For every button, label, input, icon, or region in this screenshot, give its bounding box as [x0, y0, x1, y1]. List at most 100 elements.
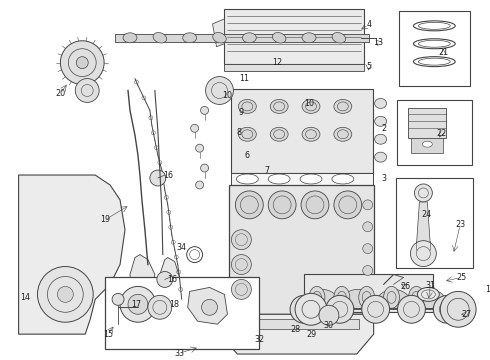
Polygon shape — [220, 314, 374, 354]
Circle shape — [268, 191, 296, 219]
Ellipse shape — [268, 174, 290, 184]
Circle shape — [363, 244, 373, 253]
Text: 9: 9 — [239, 108, 244, 117]
Ellipse shape — [309, 287, 325, 308]
Circle shape — [38, 266, 93, 322]
Text: 20: 20 — [55, 89, 66, 98]
Text: 16: 16 — [163, 171, 173, 180]
Circle shape — [191, 124, 198, 132]
Text: 6: 6 — [245, 150, 250, 159]
Text: 23: 23 — [455, 220, 465, 229]
Ellipse shape — [375, 98, 387, 108]
Ellipse shape — [375, 134, 387, 144]
Ellipse shape — [153, 32, 167, 43]
Polygon shape — [160, 257, 180, 307]
Bar — [398, 11, 470, 86]
Text: 33: 33 — [175, 348, 185, 357]
Polygon shape — [213, 19, 224, 47]
Bar — [231, 173, 373, 185]
Bar — [409, 108, 446, 138]
Ellipse shape — [270, 99, 288, 113]
Circle shape — [326, 295, 354, 323]
Text: 13: 13 — [374, 38, 384, 47]
Wedge shape — [411, 289, 448, 309]
Ellipse shape — [302, 99, 320, 113]
Ellipse shape — [375, 152, 387, 162]
Circle shape — [196, 144, 203, 152]
Ellipse shape — [213, 32, 226, 43]
Bar — [224, 64, 364, 71]
Circle shape — [301, 191, 329, 219]
Bar — [105, 278, 259, 349]
Text: 24: 24 — [421, 210, 431, 219]
Ellipse shape — [359, 287, 375, 308]
Ellipse shape — [272, 32, 286, 43]
Bar — [229, 185, 374, 314]
Ellipse shape — [332, 32, 345, 43]
Circle shape — [201, 300, 218, 315]
Bar — [395, 178, 473, 267]
Ellipse shape — [375, 116, 387, 126]
Circle shape — [60, 41, 104, 85]
Text: 11: 11 — [239, 74, 249, 83]
Text: 3: 3 — [381, 174, 386, 183]
Ellipse shape — [302, 33, 316, 43]
Text: 25: 25 — [456, 273, 466, 282]
Bar — [224, 9, 364, 64]
Ellipse shape — [239, 99, 256, 113]
Text: 2: 2 — [381, 124, 386, 133]
Text: 8: 8 — [237, 128, 242, 137]
Text: 21: 21 — [438, 48, 448, 57]
Circle shape — [231, 255, 251, 274]
Circle shape — [76, 57, 88, 69]
Circle shape — [75, 78, 99, 103]
Bar — [240, 319, 359, 329]
Circle shape — [415, 184, 432, 202]
Circle shape — [235, 191, 263, 219]
Circle shape — [231, 230, 251, 249]
Circle shape — [441, 291, 476, 327]
Circle shape — [128, 294, 148, 314]
Circle shape — [290, 295, 318, 323]
Text: 34: 34 — [177, 243, 187, 252]
Circle shape — [200, 164, 209, 172]
Text: 17: 17 — [131, 300, 141, 309]
Text: 18: 18 — [169, 300, 179, 309]
Bar — [304, 274, 433, 312]
Ellipse shape — [302, 127, 320, 141]
Text: 10: 10 — [304, 99, 314, 108]
Text: 1: 1 — [486, 285, 490, 294]
Circle shape — [295, 293, 327, 325]
Circle shape — [112, 293, 124, 305]
Wedge shape — [339, 289, 376, 309]
Text: 16: 16 — [167, 275, 177, 284]
Ellipse shape — [332, 174, 354, 184]
Wedge shape — [303, 289, 341, 309]
Bar — [396, 100, 472, 165]
Wedge shape — [375, 289, 412, 309]
Circle shape — [363, 287, 373, 297]
Circle shape — [157, 271, 173, 287]
Ellipse shape — [409, 287, 424, 308]
Bar — [231, 89, 373, 173]
Ellipse shape — [334, 287, 350, 308]
Text: 7: 7 — [265, 166, 270, 175]
Text: 22: 22 — [436, 129, 446, 138]
Bar — [115, 34, 368, 42]
Circle shape — [319, 305, 339, 325]
Text: 10: 10 — [222, 91, 232, 100]
Ellipse shape — [300, 174, 322, 184]
Circle shape — [200, 107, 209, 114]
Ellipse shape — [384, 287, 399, 308]
Text: 4: 4 — [366, 21, 371, 30]
Circle shape — [411, 241, 436, 266]
Text: 30: 30 — [324, 321, 334, 330]
Ellipse shape — [334, 127, 352, 141]
Text: 19: 19 — [100, 215, 110, 224]
Circle shape — [397, 295, 425, 323]
Text: 26: 26 — [400, 282, 411, 291]
Ellipse shape — [422, 141, 432, 147]
Polygon shape — [188, 287, 227, 324]
Circle shape — [150, 170, 166, 186]
Ellipse shape — [270, 127, 288, 141]
